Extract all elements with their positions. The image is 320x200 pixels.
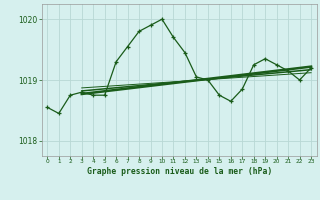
X-axis label: Graphe pression niveau de la mer (hPa): Graphe pression niveau de la mer (hPa) (87, 167, 272, 176)
